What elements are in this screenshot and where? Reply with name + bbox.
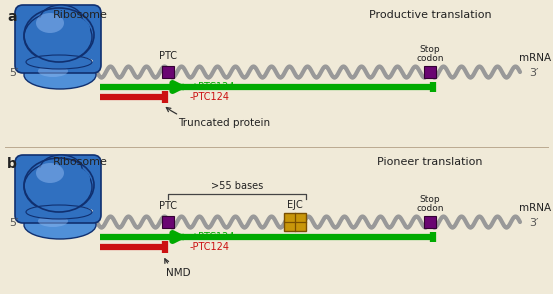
Text: +PTC124: +PTC124: [190, 232, 234, 242]
Text: -PTC124: -PTC124: [190, 242, 230, 252]
Text: EJC: EJC: [287, 200, 303, 210]
FancyBboxPatch shape: [15, 5, 101, 73]
Bar: [424, 66, 436, 78]
Text: a: a: [7, 10, 17, 24]
Text: NMD: NMD: [165, 259, 191, 278]
Ellipse shape: [38, 215, 68, 227]
Ellipse shape: [27, 56, 93, 66]
Text: PTC: PTC: [159, 51, 177, 61]
Ellipse shape: [40, 155, 82, 183]
Text: Productive translation: Productive translation: [369, 10, 491, 20]
Text: 5′: 5′: [9, 68, 19, 78]
Text: Stop
codon: Stop codon: [416, 45, 444, 63]
Text: Ribosome: Ribosome: [53, 10, 107, 20]
FancyBboxPatch shape: [15, 155, 101, 223]
Text: 3′: 3′: [529, 218, 539, 228]
Ellipse shape: [30, 14, 90, 44]
Ellipse shape: [36, 13, 64, 33]
Bar: [424, 216, 436, 228]
Ellipse shape: [24, 12, 92, 62]
Text: mRNA: mRNA: [519, 53, 551, 63]
Text: >55 bases: >55 bases: [211, 181, 263, 191]
Bar: [162, 216, 174, 228]
Text: Stop
codon: Stop codon: [416, 195, 444, 213]
Text: Pioneer translation: Pioneer translation: [377, 157, 483, 167]
Text: 3′: 3′: [529, 68, 539, 78]
Text: Truncated protein: Truncated protein: [166, 108, 270, 128]
Text: Ribosome: Ribosome: [53, 157, 107, 167]
Text: -PTC124: -PTC124: [190, 92, 230, 102]
Text: mRNA: mRNA: [519, 203, 551, 213]
Text: +PTC124: +PTC124: [190, 82, 234, 92]
Ellipse shape: [24, 162, 92, 212]
Text: b: b: [7, 157, 17, 171]
Ellipse shape: [38, 65, 68, 77]
Ellipse shape: [27, 206, 93, 216]
Ellipse shape: [24, 61, 96, 89]
Ellipse shape: [26, 205, 92, 219]
Text: PTC: PTC: [159, 201, 177, 211]
Ellipse shape: [36, 163, 64, 183]
Ellipse shape: [30, 164, 90, 194]
Ellipse shape: [26, 55, 92, 69]
Bar: [284, 213, 306, 231]
Ellipse shape: [24, 211, 96, 239]
Ellipse shape: [40, 5, 82, 33]
Bar: [162, 66, 174, 78]
Text: 5′: 5′: [9, 218, 19, 228]
